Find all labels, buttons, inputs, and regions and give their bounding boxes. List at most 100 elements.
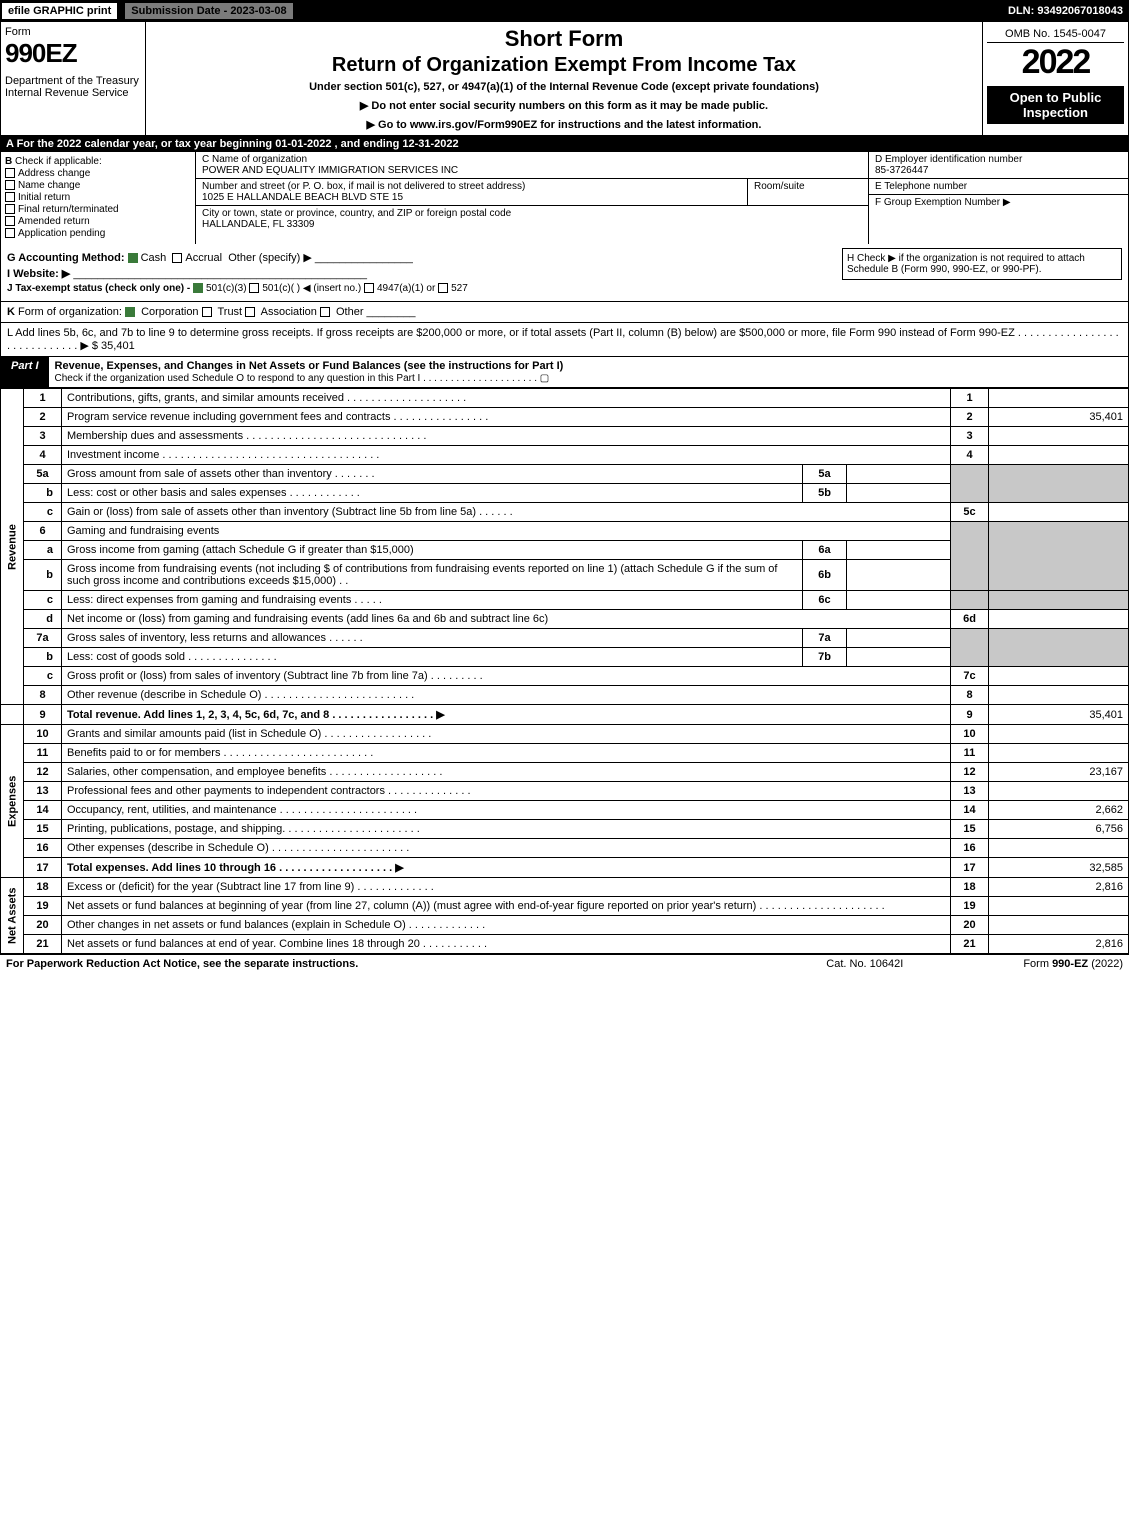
page-footer: For Paperwork Reduction Act Notice, see … [0, 954, 1129, 973]
table-row: Net Assets 18 Excess or (deficit) for th… [1, 878, 1129, 897]
b-label: B [5, 156, 12, 167]
row-a-calendar-year: A For the 2022 calendar year, or tax yea… [0, 136, 1129, 152]
line-desc: Excess or (deficit) for the year (Subtra… [62, 878, 951, 897]
checkbox-icon [128, 253, 138, 263]
inner-num: 6a [803, 541, 847, 560]
right-num: 16 [951, 839, 989, 858]
shade-cell [989, 465, 1129, 503]
checkbox-icon [5, 228, 15, 238]
section-bcd: B Check if applicable: Address change Na… [0, 152, 1129, 244]
street-cell: Number and street (or P. O. box, if mail… [196, 179, 748, 205]
line-desc: Other expenses (describe in Schedule O) … [62, 839, 951, 858]
opt-address-change[interactable]: Address change [5, 168, 191, 179]
h-box: H Check ▶ if the organization is not req… [842, 248, 1122, 280]
j-501c: 501(c)( ) ◀ (insert no.) [262, 283, 361, 294]
line-num: 19 [24, 897, 62, 916]
room-label: Room/suite [754, 181, 805, 192]
accrual-label: Accrual [185, 252, 222, 264]
shade-cell [951, 522, 989, 591]
right-val: 35,401 [989, 705, 1129, 725]
line-num: 13 [24, 782, 62, 801]
line-num: 12 [24, 763, 62, 782]
right-num: 9 [951, 705, 989, 725]
line-desc: Membership dues and assessments . . . . … [62, 427, 951, 446]
dln-label: DLN: 93492067018043 [1002, 5, 1129, 17]
right-val [989, 725, 1129, 744]
under-section: Under section 501(c), 527, or 4947(a)(1)… [150, 81, 978, 93]
form-header: Form 990EZ Department of the Treasury In… [0, 22, 1129, 136]
line-desc: Contributions, gifts, grants, and simila… [62, 389, 951, 408]
table-row: 14 Occupancy, rent, utilities, and maint… [1, 801, 1129, 820]
line-num: a [24, 541, 62, 560]
checkbox-icon [5, 192, 15, 202]
line-desc: Other revenue (describe in Schedule O) .… [62, 686, 951, 705]
ein: 85-3726447 [875, 165, 928, 176]
column-b: B Check if applicable: Address change Na… [1, 152, 196, 244]
right-val [989, 839, 1129, 858]
line-desc: Benefits paid to or for members . . . . … [62, 744, 951, 763]
part1-badge: Part I [1, 357, 49, 387]
name-label: C Name of organization [202, 154, 307, 165]
inner-num: 6b [803, 560, 847, 591]
other-label: Other (specify) ▶ [228, 252, 312, 264]
opt-initial-return[interactable]: Initial return [5, 192, 191, 203]
shade-cell [989, 522, 1129, 591]
table-row: 16 Other expenses (describe in Schedule … [1, 839, 1129, 858]
goto-link[interactable]: ▶ Go to www.irs.gov/Form990EZ for instru… [150, 118, 978, 131]
right-num: 8 [951, 686, 989, 705]
right-val: 23,167 [989, 763, 1129, 782]
line-num: 10 [24, 725, 62, 744]
right-num: 1 [951, 389, 989, 408]
line-num: 21 [24, 935, 62, 954]
column-d: D Employer identification number 85-3726… [868, 152, 1128, 244]
inner-val [847, 484, 951, 503]
line-num: 2 [24, 408, 62, 427]
top-bar: efile GRAPHIC print Submission Date - 20… [0, 0, 1129, 22]
shade-cell [951, 591, 989, 610]
right-num: 14 [951, 801, 989, 820]
line-desc: Net assets or fund balances at beginning… [62, 897, 951, 916]
checkbox-icon [125, 307, 135, 317]
city-cell: City or town, state or province, country… [196, 206, 868, 232]
inner-num: 7b [803, 648, 847, 667]
line-desc: Gain or (loss) from sale of assets other… [62, 503, 951, 522]
opt-application-pending[interactable]: Application pending [5, 228, 191, 239]
line-desc: Total revenue. Add lines 1, 2, 3, 4, 5c,… [62, 705, 951, 725]
cash-label: Cash [141, 252, 167, 264]
shade-cell [951, 629, 989, 667]
line-desc: Less: direct expenses from gaming and fu… [62, 591, 803, 610]
l-amount: 35,401 [101, 340, 135, 352]
line-desc: Investment income . . . . . . . . . . . … [62, 446, 951, 465]
line-num: 3 [24, 427, 62, 446]
checkbox-icon [438, 283, 448, 293]
table-row: 11 Benefits paid to or for members . . .… [1, 744, 1129, 763]
line-desc: Program service revenue including govern… [62, 408, 951, 427]
opt-name-change[interactable]: Name change [5, 180, 191, 191]
table-row: 9 Total revenue. Add lines 1, 2, 3, 4, 5… [1, 705, 1129, 725]
right-val [989, 446, 1129, 465]
opt-amended-return[interactable]: Amended return [5, 216, 191, 227]
line-desc: Net assets or fund balances at end of ye… [62, 935, 951, 954]
right-num: 11 [951, 744, 989, 763]
line-num: 11 [24, 744, 62, 763]
room-cell: Room/suite [748, 179, 868, 205]
line-num: 8 [24, 686, 62, 705]
table-row: c Less: direct expenses from gaming and … [1, 591, 1129, 610]
right-num: 19 [951, 897, 989, 916]
checkbox-icon [5, 168, 15, 178]
line-desc: Gaming and fundraising events [62, 522, 951, 541]
short-form-title: Short Form [150, 26, 978, 52]
line-desc: Occupancy, rent, utilities, and maintena… [62, 801, 951, 820]
table-row: 13 Professional fees and other payments … [1, 782, 1129, 801]
line-num: b [24, 484, 62, 503]
opt-final-return[interactable]: Final return/terminated [5, 204, 191, 215]
line-num: 18 [24, 878, 62, 897]
line-desc: Gross profit or (loss) from sales of inv… [62, 667, 951, 686]
line-num: b [24, 648, 62, 667]
line-num: 6 [24, 522, 62, 541]
table-row: 3 Membership dues and assessments . . . … [1, 427, 1129, 446]
street: 1025 E HALLANDALE BEACH BLVD STE 15 [202, 192, 403, 203]
checkbox-icon [5, 204, 15, 214]
efile-label: efile GRAPHIC print [0, 1, 119, 21]
footer-left: For Paperwork Reduction Act Notice, see … [6, 958, 826, 970]
